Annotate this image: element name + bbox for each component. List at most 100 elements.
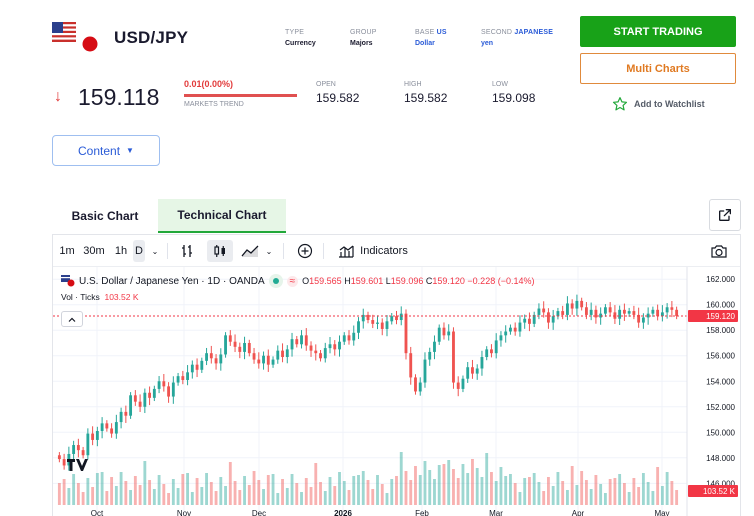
volume-bar (361, 471, 365, 505)
candle-body (395, 316, 398, 321)
pair-title: USD/JPY (114, 28, 189, 47)
interval-30m[interactable]: 30m (83, 245, 105, 257)
volume-bar (309, 487, 313, 505)
candle-body (228, 335, 232, 342)
volume-bar (281, 479, 284, 505)
add-to-watchlist-button[interactable]: Add to Watchlist (612, 96, 705, 112)
interval-d[interactable]: D (133, 240, 145, 262)
camera-icon[interactable] (707, 235, 731, 267)
markets-trend-bar (184, 94, 297, 97)
candle-body (110, 428, 114, 434)
candle-body (352, 332, 356, 341)
markets-trend-label: MARKETS TREND (184, 101, 244, 108)
volume-bar (366, 480, 370, 505)
volume-bar (357, 475, 360, 505)
candle-body (290, 339, 294, 350)
last-price-tag (688, 309, 738, 322)
last-price: 159.118 (78, 84, 160, 110)
volume-bar (95, 473, 99, 505)
volume-bar (551, 486, 555, 505)
volume-bar (494, 481, 498, 505)
meta-type: TYPE Currency (285, 29, 316, 47)
candle-body (205, 353, 208, 361)
candle-body (494, 340, 498, 354)
interval-dropdown-icon[interactable]: ⌄ (151, 246, 159, 256)
bar-chart-type-icon[interactable] (177, 235, 197, 267)
y-tick-label: 150.000 (706, 428, 735, 437)
volume-bar (81, 492, 85, 505)
volume-bar (181, 474, 185, 505)
candle-body (599, 313, 603, 318)
tab-basic-chart[interactable]: Basic Chart (71, 209, 139, 223)
content-label: Content (78, 143, 121, 158)
x-tick-label: Mar (489, 509, 503, 516)
candle-body (380, 322, 384, 329)
start-trading-button[interactable]: START TRADING (580, 16, 736, 47)
interval-1m[interactable]: 1m (59, 245, 75, 257)
volume-bar (565, 490, 569, 505)
area-chart-type-icon[interactable] (239, 235, 261, 267)
candle-body (143, 392, 147, 407)
volume-bar (499, 467, 503, 505)
candle-body (238, 346, 242, 352)
candle-body (181, 376, 185, 380)
volume-tag-label: 103.52 K (703, 487, 736, 496)
volume-bar (176, 488, 180, 505)
volume-bar (143, 461, 147, 505)
chart-type-dropdown-icon[interactable]: ⌄ (265, 246, 273, 256)
x-tick-label: May (654, 509, 669, 516)
low-stat: LOW 159.098 (492, 81, 536, 105)
candle-body (314, 350, 318, 354)
candle-body (124, 411, 128, 416)
interval-1h[interactable]: 1h (114, 245, 128, 257)
compare-plus-icon[interactable] (295, 235, 315, 267)
volume-bar (456, 478, 460, 505)
candle-body (319, 353, 322, 359)
usd-jpy-flags-icon (52, 22, 98, 52)
candle-body (409, 353, 413, 378)
volume-bar (219, 477, 223, 505)
candle-body (171, 382, 175, 397)
candle-body (57, 455, 61, 460)
candle-body (632, 311, 636, 315)
volume-bar (76, 483, 80, 505)
candle-body (404, 313, 408, 354)
volume-bar (613, 478, 617, 505)
volume-bar (228, 462, 232, 505)
open-external-icon[interactable] (709, 199, 741, 231)
volume-bar (632, 478, 636, 505)
candle-body (499, 335, 503, 341)
volume-bar (561, 481, 565, 505)
candle-body (547, 312, 550, 323)
candle-body (214, 358, 218, 364)
volume-bar (243, 476, 246, 505)
volume-bar (513, 483, 517, 505)
volume-bar (575, 485, 579, 505)
candlestick-chart[interactable]: 162.000 160.000 158.000 156.000 154.000 152.0… (53, 267, 740, 516)
volume-bar (333, 486, 337, 505)
candle-body (561, 311, 565, 315)
legend-symbol: U.S. Dollar / Japanese Yen · 1D · OANDA (79, 275, 265, 287)
candle-body (594, 309, 598, 318)
volume-bar (129, 490, 133, 505)
volume-bar (542, 491, 546, 505)
tradingview-logo (67, 459, 89, 474)
content-dropdown[interactable]: Content ▼ (52, 135, 160, 166)
collapse-legend-button[interactable] (61, 311, 83, 327)
volume-bar (442, 464, 446, 505)
tab-technical-chart[interactable]: Technical Chart (158, 199, 286, 233)
volume-bar (347, 490, 351, 505)
candle-body (523, 318, 527, 323)
candle-body (243, 342, 246, 352)
volume-bar (660, 486, 664, 505)
volume-bar (67, 488, 71, 505)
indicators-button[interactable]: Indicators (335, 235, 411, 267)
candle-body (556, 311, 560, 317)
candle-body (176, 376, 180, 383)
multi-charts-button[interactable]: Multi Charts (580, 53, 736, 84)
candle-body (570, 303, 574, 309)
candle-chart-type-icon[interactable] (207, 240, 233, 262)
volume-bar (404, 471, 408, 505)
volume-bar (195, 478, 199, 505)
down-arrow-icon: ↓ (54, 88, 62, 105)
